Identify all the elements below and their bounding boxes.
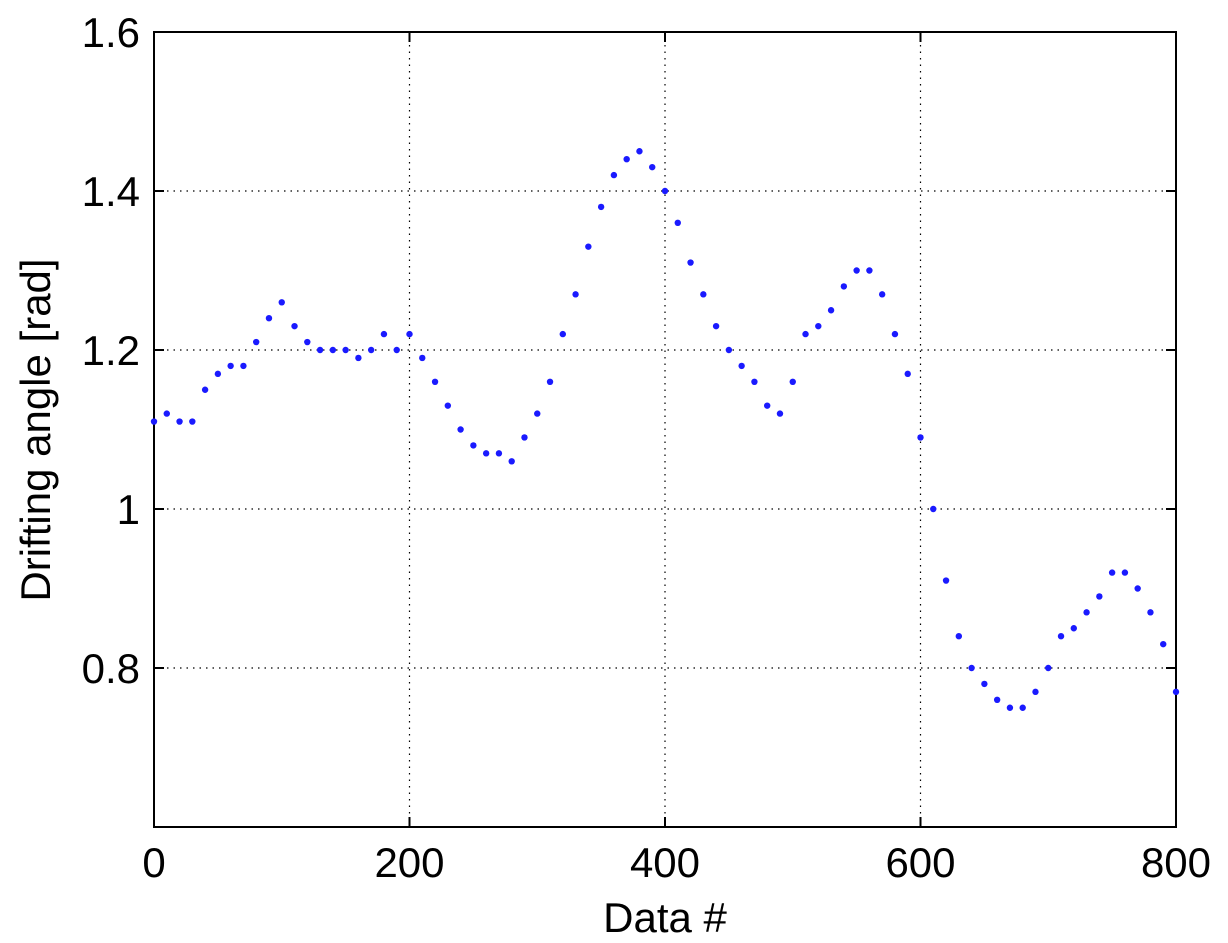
data-point xyxy=(444,402,452,409)
data-points xyxy=(150,148,1180,711)
data-point xyxy=(866,267,873,274)
data-point xyxy=(355,354,362,362)
data-point xyxy=(150,418,158,425)
data-point xyxy=(1121,569,1129,576)
data-point xyxy=(559,330,566,338)
data-point xyxy=(329,346,337,354)
data-point xyxy=(176,418,183,425)
data-point xyxy=(585,243,592,250)
y-axis-label: Drifting angle [rad] xyxy=(12,258,59,601)
data-point xyxy=(546,378,554,385)
x-tick-label: 0 xyxy=(142,839,165,886)
data-point xyxy=(623,156,630,163)
data-point xyxy=(201,386,209,393)
data-point xyxy=(393,346,400,354)
data-point xyxy=(1160,640,1167,648)
data-point xyxy=(1019,704,1026,711)
data-point xyxy=(342,346,349,354)
data-point xyxy=(878,291,886,298)
data-point xyxy=(1045,664,1052,672)
data-point xyxy=(253,338,260,346)
data-point xyxy=(265,315,273,322)
x-axis-label: Data # xyxy=(603,894,727,941)
data-point xyxy=(227,362,234,370)
data-point xyxy=(993,696,1001,703)
y-tick-label: 1.2 xyxy=(82,327,140,374)
data-point xyxy=(674,219,681,226)
data-point xyxy=(853,267,860,274)
data-point xyxy=(789,378,796,385)
data-point xyxy=(1134,585,1141,592)
data-point xyxy=(482,450,490,457)
data-point xyxy=(636,148,643,155)
data-point xyxy=(955,633,963,640)
data-point xyxy=(712,322,720,330)
data-point xyxy=(572,291,579,298)
data-point xyxy=(240,362,247,370)
data-point xyxy=(904,370,911,378)
data-point xyxy=(1108,569,1116,576)
data-point xyxy=(214,370,222,378)
data-point xyxy=(1070,625,1078,632)
data-point xyxy=(380,330,388,338)
data-point xyxy=(942,577,950,584)
data-point xyxy=(1057,633,1065,640)
x-tick-label: 400 xyxy=(630,839,700,886)
x-tick-label: 600 xyxy=(885,839,955,886)
data-point xyxy=(508,458,515,465)
data-point xyxy=(917,434,924,441)
data-point xyxy=(367,346,375,354)
data-point xyxy=(981,680,988,688)
data-point xyxy=(521,434,528,441)
data-point xyxy=(1006,704,1014,711)
y-tick-label: 0.8 xyxy=(82,645,140,692)
data-point xyxy=(278,299,285,306)
grid-lines xyxy=(154,32,1176,827)
data-point xyxy=(827,307,835,314)
data-point xyxy=(764,402,771,409)
data-point xyxy=(431,378,439,385)
data-point xyxy=(930,505,937,513)
data-point xyxy=(534,410,541,417)
data-point xyxy=(304,338,311,346)
data-point xyxy=(751,378,758,385)
data-point xyxy=(1032,688,1039,696)
data-point xyxy=(470,442,477,449)
tick-marks xyxy=(153,31,1177,827)
y-tick-label: 1.4 xyxy=(82,168,140,215)
data-point xyxy=(968,664,975,672)
x-tick-label: 800 xyxy=(1141,839,1211,886)
data-point xyxy=(406,330,413,338)
y-tick-label: 1 xyxy=(117,486,140,533)
data-point xyxy=(189,418,196,425)
y-tick-label: 1.6 xyxy=(82,9,140,56)
x-tick-label: 200 xyxy=(374,839,444,886)
data-point xyxy=(1096,593,1103,600)
data-point xyxy=(1083,609,1090,616)
data-point xyxy=(316,346,324,354)
data-point xyxy=(1147,609,1154,616)
data-point xyxy=(163,410,170,417)
data-point xyxy=(649,163,656,171)
data-point xyxy=(610,171,618,179)
data-point xyxy=(597,203,605,211)
data-point xyxy=(457,426,464,433)
data-point xyxy=(815,322,822,330)
data-point xyxy=(891,330,899,338)
data-point xyxy=(291,322,298,330)
data-point xyxy=(725,346,733,354)
data-point xyxy=(776,410,784,417)
data-point xyxy=(419,354,426,362)
tick-labels: 0 200 400 600 800 0.8 1 1.2 1.4 1.6 xyxy=(82,9,1211,886)
data-point xyxy=(687,259,694,266)
data-point xyxy=(495,450,503,457)
data-point xyxy=(738,362,745,370)
data-point xyxy=(802,330,809,338)
data-point xyxy=(700,291,707,298)
data-point xyxy=(840,283,848,290)
data-point xyxy=(661,187,669,195)
data-point xyxy=(1172,688,1180,696)
